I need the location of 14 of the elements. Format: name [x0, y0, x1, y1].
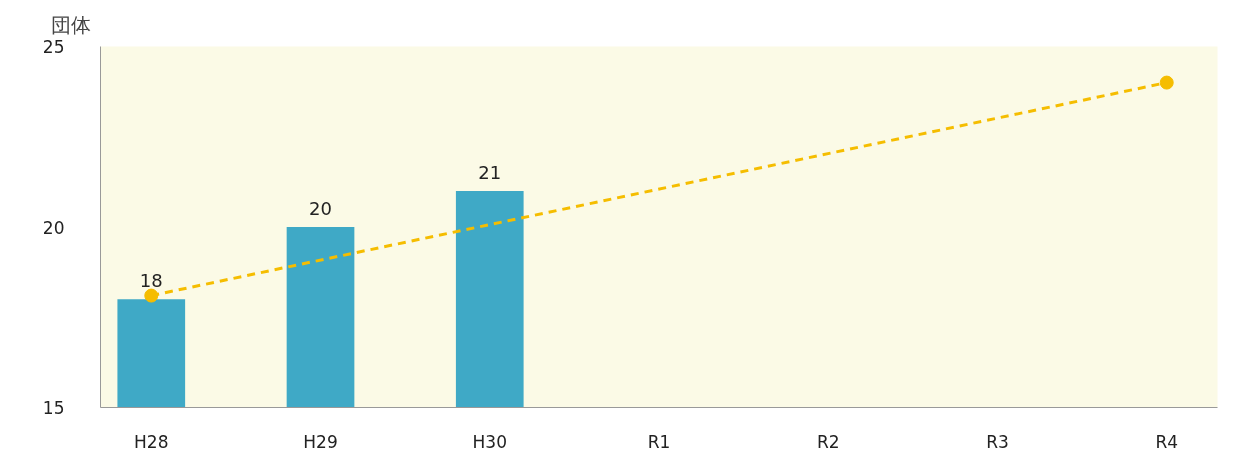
y-axis-title: 団体 [50, 12, 91, 37]
data-label: 18 [139, 270, 163, 292]
x-tick-label: R2 [816, 431, 840, 452]
y-tick-label: 20 [42, 217, 65, 238]
y-tick-label: 15 [42, 398, 65, 418]
data-label: 20 [309, 198, 332, 219]
x-tick-label: H29 [303, 431, 338, 452]
x-tick-label: R3 [986, 431, 1009, 452]
data-label: 21 [478, 161, 502, 183]
x-tick-label: R1 [647, 431, 671, 452]
x-tick-label: R4 [1155, 431, 1179, 452]
x-tick-label: H28 [134, 431, 169, 452]
y-tick-label: 25 [42, 37, 65, 57]
x-tick-label: H30 [472, 431, 507, 452]
